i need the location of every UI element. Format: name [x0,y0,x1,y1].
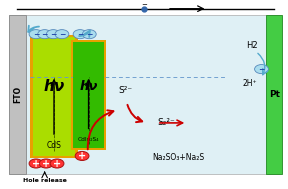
Circle shape [255,65,268,74]
Circle shape [73,30,87,39]
Text: +: + [53,159,61,169]
FancyBboxPatch shape [9,15,279,174]
Text: H2: H2 [246,41,258,50]
Text: −: − [33,30,39,39]
Text: +: + [78,151,86,161]
Circle shape [39,159,53,168]
Text: −: − [258,65,265,74]
FancyBboxPatch shape [30,35,78,158]
Text: 2H⁺: 2H⁺ [243,79,257,88]
Text: S²⁻: S²⁻ [118,86,132,95]
Text: CdS: CdS [47,141,61,150]
Text: +: + [32,159,40,169]
Text: Pt: Pt [269,90,280,99]
Text: −: − [50,30,56,39]
Text: hν: hν [79,80,98,93]
FancyBboxPatch shape [73,42,104,148]
Circle shape [29,159,43,168]
Text: hν: hν [43,79,65,94]
Text: Na₂SO₃+Na₂S: Na₂SO₃+Na₂S [153,153,204,162]
Circle shape [75,151,89,160]
Text: −: − [86,30,92,39]
Text: −: − [141,2,147,8]
FancyBboxPatch shape [9,15,26,174]
Text: −: − [77,30,83,39]
FancyBboxPatch shape [266,15,282,174]
Text: FTO: FTO [13,86,22,103]
FancyBboxPatch shape [71,40,106,150]
Text: Hole release: Hole release [23,178,67,183]
Text: +: + [42,159,50,169]
FancyBboxPatch shape [33,37,75,156]
Circle shape [82,30,96,39]
Text: CdIn₂S₄: CdIn₂S₄ [78,137,99,142]
Circle shape [50,159,64,168]
Text: S₂²⁻: S₂²⁻ [157,119,175,127]
Circle shape [29,30,43,39]
Circle shape [46,30,60,39]
Text: −: − [41,30,48,39]
Circle shape [55,30,69,39]
Text: −: − [59,30,65,39]
Circle shape [38,30,52,39]
